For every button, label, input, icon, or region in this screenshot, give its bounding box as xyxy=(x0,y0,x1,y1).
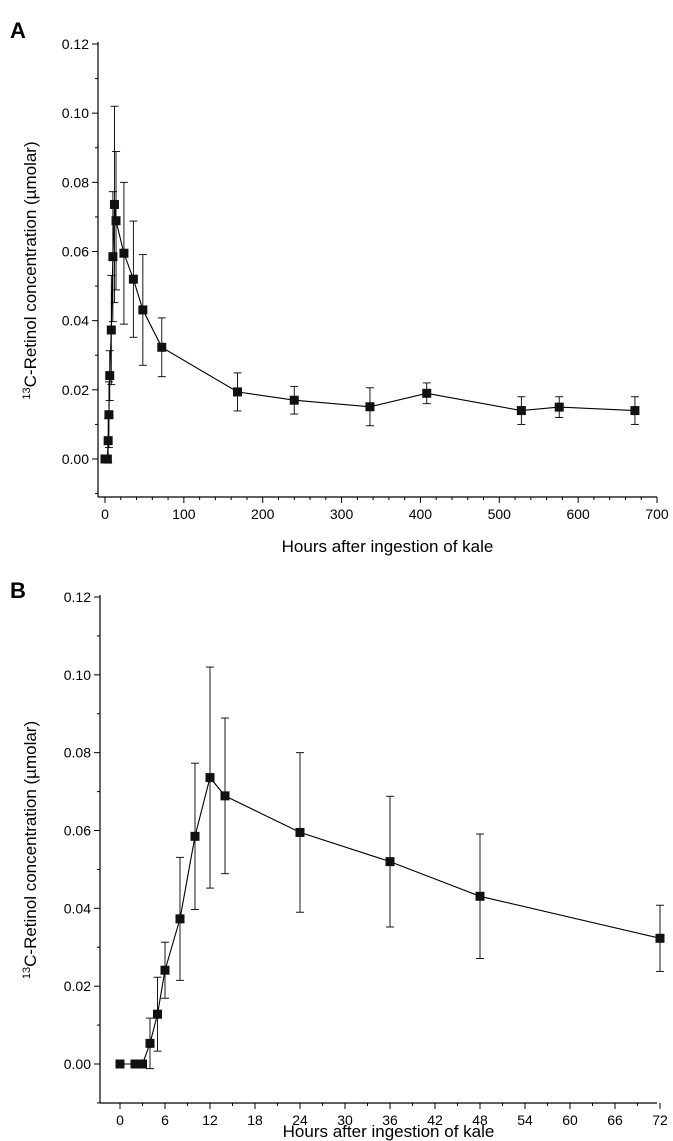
x-tick-label: 300 xyxy=(330,506,354,522)
x-tick-label: 0 xyxy=(101,506,109,522)
data-point xyxy=(119,248,129,258)
data-point xyxy=(109,199,119,209)
y-tick-label: 0.00 xyxy=(62,451,89,467)
y-axis-title-superscript: 13 xyxy=(21,967,33,979)
x-tick-label: 500 xyxy=(488,506,512,522)
x-tick-label: 72 xyxy=(652,1112,668,1128)
x-tick-label: 42 xyxy=(427,1112,443,1128)
y-tick-label: 0.12 xyxy=(64,589,91,605)
x-tick-label: 6 xyxy=(161,1112,169,1128)
x-tick-label: 36 xyxy=(382,1112,398,1128)
x-tick-label: 100 xyxy=(172,506,196,522)
x-tick-label: 200 xyxy=(251,506,275,522)
y-tick-label: 0.02 xyxy=(62,382,89,398)
data-point xyxy=(108,252,118,262)
panel-letter-b: B xyxy=(10,578,26,603)
x-tick-label: 54 xyxy=(517,1112,533,1128)
data-point xyxy=(205,773,215,783)
panel-a: 0.00 0.02 0.04 0.06 0.08 0.10 0.12 0 100 200 300 40… xyxy=(21,36,669,556)
data-point xyxy=(475,891,485,901)
data-point xyxy=(104,410,114,420)
x-tick-label: 600 xyxy=(566,506,590,522)
y-tick-label: 0.08 xyxy=(62,174,89,190)
y-tick-label: 0.10 xyxy=(64,667,91,683)
data-point xyxy=(111,216,121,226)
y-tick-label: 0.04 xyxy=(62,313,89,329)
x-tick-label: 0 xyxy=(116,1112,124,1128)
data-point xyxy=(145,1038,155,1048)
data-point xyxy=(105,371,115,381)
y-tick-label: 0.06 xyxy=(62,244,89,260)
data-point xyxy=(190,831,200,841)
data-point xyxy=(138,305,148,315)
y-axis-title-text: C-Retinol concentration (µmolar) xyxy=(21,721,40,967)
panel-letter-a: A xyxy=(10,18,26,43)
x-tick-label: 66 xyxy=(607,1112,623,1128)
y-tick-label: 0.10 xyxy=(62,105,89,121)
data-point xyxy=(385,857,395,867)
y-axis-title: 13C-Retinol concentration (µmolar) xyxy=(21,141,40,399)
data-point xyxy=(128,274,138,284)
y-tick-label: 0.00 xyxy=(64,1056,91,1072)
x-tick-label: 400 xyxy=(409,506,433,522)
x-tick-label: 12 xyxy=(202,1112,218,1128)
panel-b: 0.00 0.02 0.04 0.06 0.08 0.10 0.12 0 6 12 18 24 30 36… xyxy=(21,589,668,1141)
y-tick-label: 0.02 xyxy=(64,978,91,994)
data-point xyxy=(157,342,167,352)
data-point xyxy=(630,406,640,416)
x-axis-title: Hours after ingestion of kale xyxy=(282,537,494,556)
data-point xyxy=(106,325,116,335)
data-point xyxy=(516,406,526,416)
data-point xyxy=(295,827,305,837)
data-point xyxy=(289,395,299,405)
data-point xyxy=(655,933,665,943)
data-point xyxy=(175,914,185,924)
data-point xyxy=(422,388,432,398)
x-tick-label: 30 xyxy=(337,1112,353,1128)
data-point xyxy=(160,965,170,975)
data-point xyxy=(220,791,230,801)
y-axis-title-superscript: 13 xyxy=(21,387,33,399)
x-tick-label: 18 xyxy=(247,1112,263,1128)
data-point xyxy=(232,387,242,397)
data-point xyxy=(365,402,375,412)
data-point xyxy=(138,1059,147,1069)
y-axis-title: 13C-Retinol concentration (µmolar) xyxy=(21,721,40,979)
x-tick-label: 48 xyxy=(472,1112,488,1128)
x-tick-label: 60 xyxy=(562,1112,578,1128)
data-point xyxy=(115,1059,125,1069)
data-point xyxy=(554,402,564,412)
x-tick-label: 24 xyxy=(292,1112,308,1128)
data-point xyxy=(103,436,113,446)
y-tick-label: 0.08 xyxy=(64,745,91,761)
y-axis-title-text: C-Retinol concentration (µmolar) xyxy=(21,141,40,387)
data-point xyxy=(102,454,112,464)
x-tick-label: 700 xyxy=(645,506,669,522)
y-tick-label: 0.12 xyxy=(62,36,89,52)
x-axis-title: Hours after ingestion of kale xyxy=(283,1122,495,1141)
data-point xyxy=(153,1009,162,1019)
y-tick-label: 0.06 xyxy=(64,823,91,839)
y-tick-label: 0.04 xyxy=(64,900,91,916)
